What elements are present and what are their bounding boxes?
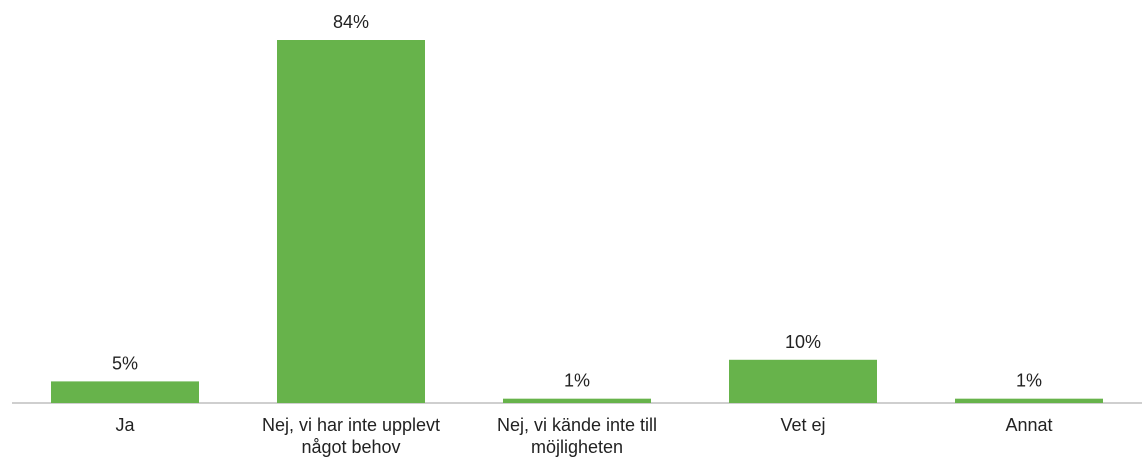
data-label: 1% <box>1016 371 1042 391</box>
x-tick-label: Vet ej <box>780 415 826 435</box>
bar <box>277 40 425 403</box>
bar <box>51 381 199 403</box>
x-tick-label: Nej, vi har inte upplevt något behov <box>261 415 441 457</box>
x-tick-label: Annat <box>1005 415 1053 435</box>
data-label: 5% <box>112 353 138 373</box>
x-tick-label: Nej, vi kände inte till möjligheten <box>496 415 658 457</box>
data-label: 10% <box>785 332 821 352</box>
bar <box>503 398 651 403</box>
bar <box>955 398 1103 403</box>
data-label: 84% <box>333 12 369 32</box>
x-tick-label: Ja <box>115 415 135 435</box>
data-label: 1% <box>564 371 590 391</box>
bar <box>729 359 877 403</box>
